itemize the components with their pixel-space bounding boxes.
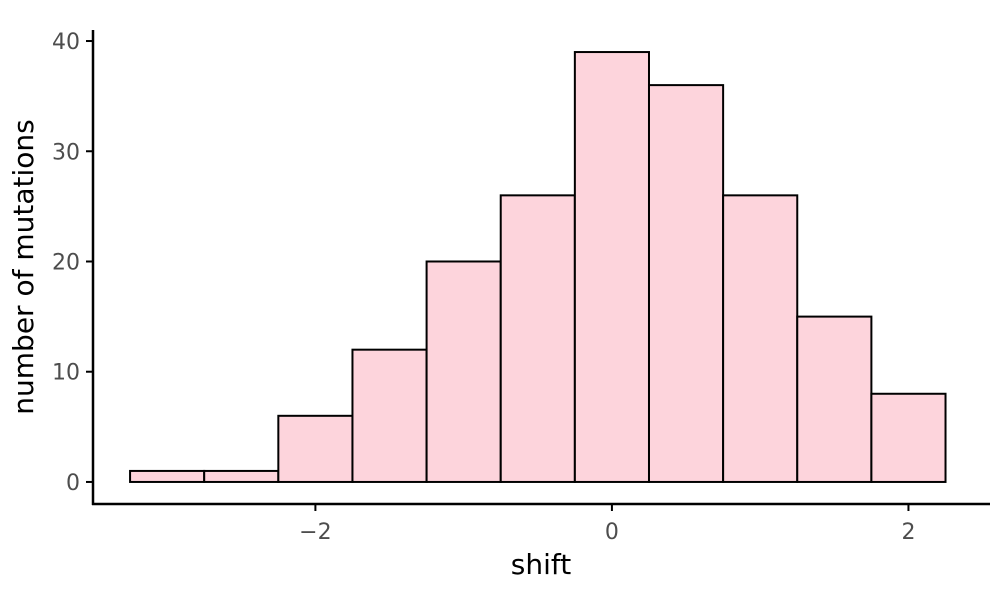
x-axis-title: shift	[511, 548, 571, 581]
y-axis-title: number of mutations	[7, 119, 40, 414]
histogram-bar-0	[129, 469, 206, 483]
x-axis-ticks: −2 0 2	[299, 504, 915, 545]
histogram-bar-8	[722, 194, 799, 483]
histogram-bar-6	[573, 51, 650, 483]
histogram-bar-2	[277, 414, 354, 483]
x-tick-label: 0	[605, 520, 619, 545]
histogram-bar-9	[796, 315, 873, 483]
y-tick-label: 20	[52, 250, 80, 275]
y-tick-label: 40	[52, 30, 80, 55]
axes	[91, 30, 990, 506]
histogram-bar-4	[425, 260, 502, 483]
y-tick-label: 0	[66, 471, 80, 496]
x-tick-label: 2	[901, 520, 915, 545]
histogram-bar-7	[647, 84, 725, 483]
histogram-bar-10	[870, 392, 947, 483]
histogram-bar-1	[203, 469, 280, 483]
y-tick-label: 30	[52, 140, 80, 165]
y-tick-label: 10	[52, 361, 80, 386]
histogram-bar-5	[499, 194, 576, 483]
histogram-bar-3	[351, 348, 428, 483]
x-tick-label: −2	[299, 520, 331, 545]
histogram-bars	[129, 51, 947, 483]
y-axis-ticks: 0 10 20 30 40	[52, 30, 93, 496]
